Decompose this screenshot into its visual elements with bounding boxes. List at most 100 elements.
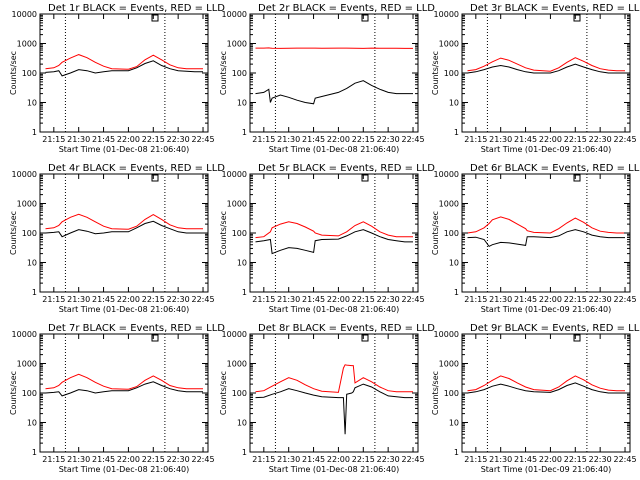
y-tick-label: 1000: [439, 40, 459, 49]
panel-title: Det 5r BLACK = Events, RED = LLD: [258, 163, 435, 174]
y-tick-label: 1: [242, 288, 247, 297]
x-tick-label: 21:15: [42, 455, 65, 464]
events-series-line: [255, 80, 413, 105]
x-axis-label: Start Time (01-Dec-08 21:06:40): [59, 465, 190, 474]
x-tick-label: 21:30: [277, 455, 300, 464]
panel-title: Det 8r BLACK = Events, RED = LLD: [258, 323, 435, 334]
x-tick-label: 22:30: [589, 135, 612, 144]
x-tick-label: 21:45: [514, 135, 537, 144]
lld-series-line: [255, 221, 413, 239]
lld-series-line: [467, 57, 625, 72]
x-tick-label: 21:15: [252, 455, 275, 464]
events-series-line: [255, 229, 413, 255]
chart-panel: Det 2r BLACK = Events, RED = LLD 1 10 100 10…: [219, 3, 435, 154]
chart-panel: Det 1r BLACK = Events, RED = LLD 1 10 100 10…: [9, 3, 225, 154]
y-tick-label: 1: [454, 128, 459, 137]
y-tick-label: 10000: [434, 330, 459, 339]
x-tick-label: 22:15: [564, 295, 587, 304]
events-series-line: [467, 382, 625, 394]
chart-panel: Det 3r BLACK = Events, RED = LLD 1 10 100 10…: [431, 3, 640, 154]
legend-box-icon: [573, 174, 581, 182]
legend-box-icon: [573, 334, 581, 342]
legend-box-icon: [151, 334, 159, 342]
x-tick-label: 21:45: [302, 295, 325, 304]
x-tick-label: 21:45: [92, 135, 115, 144]
events-series-line: [45, 381, 203, 397]
x-tick-label: 21:45: [92, 295, 115, 304]
x-tick-label: 22:45: [401, 455, 424, 464]
legend-box-icon: [361, 174, 369, 182]
y-tick-label: 10: [237, 99, 247, 108]
lld-series-line: [45, 373, 203, 390]
x-tick-label: 22:45: [613, 295, 636, 304]
y-tick-label: 10000: [222, 10, 247, 19]
y-tick-label: 100: [444, 389, 459, 398]
lld-series-line: [255, 47, 413, 49]
x-axis-label: Start Time (01-Dec-08 21:06:40): [269, 305, 400, 314]
x-tick-label: 21:15: [252, 135, 275, 144]
y-tick-label: 10: [27, 99, 37, 108]
chart-panel: Det 8r BLACK = Events, RED = LLD 1 10 100 10…: [219, 323, 435, 474]
y-tick-label: 1000: [17, 360, 37, 369]
y-axis-label: Counts/sec: [219, 51, 228, 95]
y-tick-label: 100: [232, 229, 247, 238]
panel-title: Det 7r BLACK = Events, RED = LLD: [48, 323, 225, 334]
x-tick-label: 22:45: [613, 455, 636, 464]
x-tick-label: 22:45: [401, 295, 424, 304]
x-tick-label: 21:45: [302, 135, 325, 144]
y-tick-label: 1000: [17, 40, 37, 49]
y-tick-label: 10: [237, 259, 247, 268]
x-tick-label: 22:45: [401, 135, 424, 144]
y-tick-label: 1: [242, 128, 247, 137]
chart-panel: Det 7r BLACK = Events, RED = LLD 1 10 100 10…: [9, 323, 225, 474]
x-tick-label: 22:00: [327, 455, 350, 464]
x-tick-label: 22:30: [589, 295, 612, 304]
x-tick-label: 21:15: [42, 135, 65, 144]
x-tick-label: 22:30: [377, 455, 400, 464]
panel-title: Det 3r BLACK = Events, RED = LLD: [470, 3, 640, 14]
plot-frame: [461, 333, 631, 453]
x-tick-label: 22:00: [539, 295, 562, 304]
x-tick-label: 21:15: [252, 295, 275, 304]
x-tick-label: 22:00: [327, 295, 350, 304]
plot-frame: [39, 13, 209, 133]
x-tick-label: 21:45: [514, 455, 537, 464]
y-tick-label: 1: [242, 448, 247, 457]
y-tick-label: 1: [454, 288, 459, 297]
events-series-line: [467, 63, 625, 74]
y-axis-label: Counts/sec: [9, 371, 18, 415]
x-tick-label: 22:15: [564, 135, 587, 144]
y-tick-label: 10000: [12, 170, 37, 179]
panel-title: Det 4r BLACK = Events, RED = LLD: [48, 163, 225, 174]
x-tick-label: 22:45: [613, 135, 636, 144]
x-tick-label: 22:30: [589, 455, 612, 464]
y-axis-label: Counts/sec: [9, 211, 18, 255]
x-tick-label: 22:15: [352, 295, 375, 304]
x-tick-label: 22:30: [167, 135, 190, 144]
y-tick-label: 100: [444, 229, 459, 238]
chart-panel: Det 6r BLACK = Events, RED = LLD 1 10 100 10…: [431, 163, 640, 314]
y-axis-label: Counts/sec: [431, 51, 440, 95]
x-tick-label: 22:15: [142, 455, 165, 464]
x-tick-label: 22:30: [377, 135, 400, 144]
x-tick-label: 21:30: [67, 135, 90, 144]
x-tick-label: 22:15: [142, 295, 165, 304]
x-tick-label: 22:00: [327, 135, 350, 144]
chart-panel: Det 9r BLACK = Events, RED = LLD 1 10 100 10…: [431, 323, 640, 474]
x-tick-label: 22:00: [539, 455, 562, 464]
x-axis-label: Start Time (01-Dec-09 21:06:40): [481, 465, 612, 474]
y-tick-label: 1000: [227, 200, 247, 209]
y-tick-label: 100: [22, 389, 37, 398]
y-tick-label: 100: [232, 389, 247, 398]
legend-box-icon: [361, 334, 369, 342]
chart-panel: Det 5r BLACK = Events, RED = LLD 1 10 100 10…: [219, 163, 435, 314]
x-tick-label: 21:45: [514, 295, 537, 304]
x-tick-label: 21:15: [42, 295, 65, 304]
y-tick-label: 1: [32, 448, 37, 457]
y-axis-label: Counts/sec: [219, 371, 228, 415]
y-axis-label: Counts/sec: [9, 51, 18, 95]
x-tick-label: 22:00: [539, 135, 562, 144]
legend-box-icon: [151, 174, 159, 182]
x-tick-label: 21:15: [464, 135, 487, 144]
y-tick-label: 10: [237, 419, 247, 428]
